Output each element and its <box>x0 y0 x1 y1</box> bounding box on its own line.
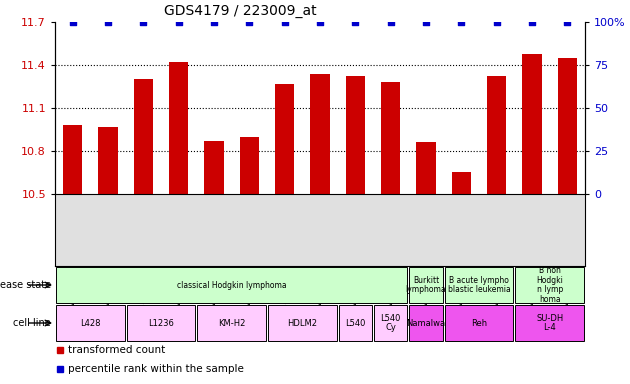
Bar <box>558 58 577 194</box>
Text: L428: L428 <box>80 318 101 328</box>
Text: Namalwa: Namalwa <box>406 318 445 328</box>
Bar <box>134 79 153 194</box>
Bar <box>63 125 83 194</box>
Text: Reh: Reh <box>471 318 487 328</box>
Text: classical Hodgkin lymphoma: classical Hodgkin lymphoma <box>177 280 287 290</box>
Text: HDLM2: HDLM2 <box>287 318 318 328</box>
Text: L1236: L1236 <box>148 318 174 328</box>
Text: L540
Cy: L540 Cy <box>381 314 401 332</box>
Point <box>315 19 325 25</box>
Point <box>209 19 219 25</box>
Bar <box>452 172 471 194</box>
Bar <box>410 267 443 303</box>
Point <box>244 19 255 25</box>
Point <box>527 19 537 25</box>
Bar <box>275 84 294 194</box>
Bar <box>56 267 407 303</box>
Bar <box>311 74 329 194</box>
Text: GDS4179 / 223009_at: GDS4179 / 223009_at <box>164 4 317 18</box>
Bar <box>487 76 507 194</box>
Point <box>174 19 184 25</box>
Text: KM-H2: KM-H2 <box>218 318 245 328</box>
Text: transformed count: transformed count <box>68 345 166 355</box>
Bar <box>346 76 365 194</box>
Bar <box>374 305 407 341</box>
Bar <box>127 305 195 341</box>
Point <box>491 19 501 25</box>
Bar <box>522 53 542 194</box>
Bar <box>169 62 188 194</box>
Bar <box>410 305 443 341</box>
Point <box>139 19 149 25</box>
Bar <box>515 305 584 341</box>
Point <box>280 19 290 25</box>
Point <box>456 19 466 25</box>
Bar <box>416 142 436 194</box>
Text: B acute lympho
blastic leukemia: B acute lympho blastic leukemia <box>448 276 510 295</box>
Bar <box>98 127 118 194</box>
Bar <box>515 267 584 303</box>
Point <box>563 19 573 25</box>
Bar <box>197 305 266 341</box>
Text: Burkitt
lymphoma: Burkitt lymphoma <box>406 276 446 295</box>
Text: B non
Hodgki
n lymp
homa: B non Hodgki n lymp homa <box>536 266 563 304</box>
Bar <box>339 305 372 341</box>
Bar <box>204 141 224 194</box>
Bar <box>268 305 336 341</box>
Text: disease state: disease state <box>0 280 51 290</box>
Bar <box>445 267 513 303</box>
Bar <box>445 305 513 341</box>
Bar <box>56 305 125 341</box>
Point <box>67 19 77 25</box>
Bar <box>239 137 259 194</box>
Text: cell line: cell line <box>13 318 51 328</box>
Text: percentile rank within the sample: percentile rank within the sample <box>68 364 244 374</box>
Bar <box>381 82 401 194</box>
Text: SU-DH
L-4: SU-DH L-4 <box>536 314 563 332</box>
Point <box>350 19 360 25</box>
Point <box>386 19 396 25</box>
Point <box>421 19 431 25</box>
Point <box>103 19 113 25</box>
Text: L540: L540 <box>345 318 365 328</box>
